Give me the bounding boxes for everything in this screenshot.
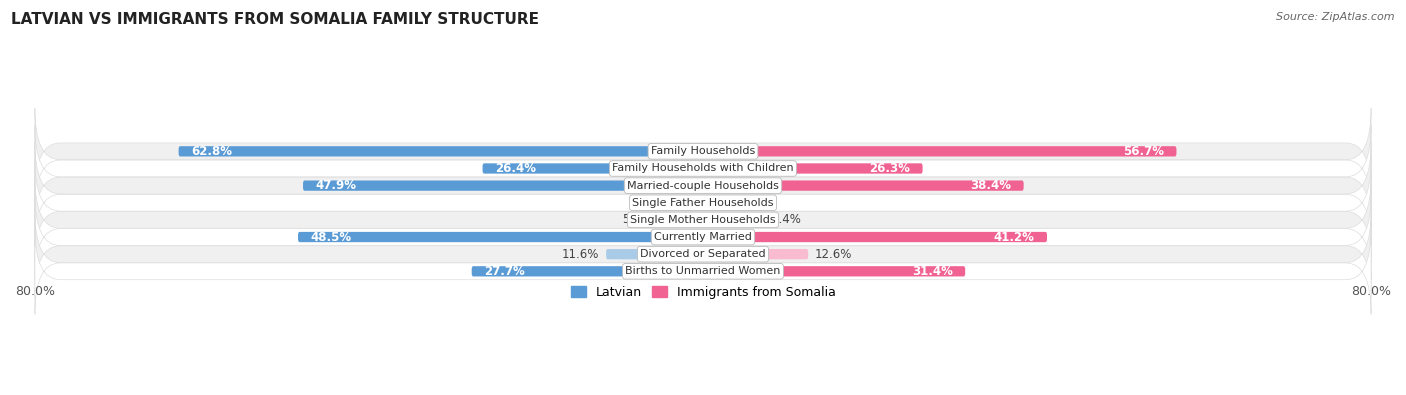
Text: Divorced or Separated: Divorced or Separated xyxy=(640,249,766,259)
Text: 31.4%: 31.4% xyxy=(911,265,953,278)
FancyBboxPatch shape xyxy=(179,146,703,156)
Text: Currently Married: Currently Married xyxy=(654,232,752,242)
FancyBboxPatch shape xyxy=(35,211,1371,297)
Text: 2.0%: 2.0% xyxy=(650,196,679,209)
FancyBboxPatch shape xyxy=(482,164,703,174)
Text: Married-couple Households: Married-couple Households xyxy=(627,181,779,191)
FancyBboxPatch shape xyxy=(606,249,703,259)
Text: Single Mother Households: Single Mother Households xyxy=(630,215,776,225)
FancyBboxPatch shape xyxy=(703,249,808,259)
Text: LATVIAN VS IMMIGRANTS FROM SOMALIA FAMILY STRUCTURE: LATVIAN VS IMMIGRANTS FROM SOMALIA FAMIL… xyxy=(11,12,540,27)
Text: 5.3%: 5.3% xyxy=(623,213,652,226)
FancyBboxPatch shape xyxy=(304,181,703,191)
FancyBboxPatch shape xyxy=(35,108,1371,194)
Text: 7.4%: 7.4% xyxy=(772,213,801,226)
Text: 26.4%: 26.4% xyxy=(495,162,536,175)
Text: Family Households: Family Households xyxy=(651,146,755,156)
FancyBboxPatch shape xyxy=(35,160,1371,246)
FancyBboxPatch shape xyxy=(703,198,724,208)
FancyBboxPatch shape xyxy=(35,177,1371,263)
Text: 26.3%: 26.3% xyxy=(869,162,910,175)
Text: 47.9%: 47.9% xyxy=(315,179,357,192)
FancyBboxPatch shape xyxy=(35,143,1371,229)
Text: 11.6%: 11.6% xyxy=(562,248,599,261)
FancyBboxPatch shape xyxy=(686,198,703,208)
Text: 12.6%: 12.6% xyxy=(815,248,852,261)
FancyBboxPatch shape xyxy=(659,215,703,225)
FancyBboxPatch shape xyxy=(703,164,922,174)
Text: 56.7%: 56.7% xyxy=(1123,145,1164,158)
FancyBboxPatch shape xyxy=(298,232,703,242)
FancyBboxPatch shape xyxy=(703,266,965,276)
FancyBboxPatch shape xyxy=(703,146,1177,156)
FancyBboxPatch shape xyxy=(703,232,1047,242)
FancyBboxPatch shape xyxy=(703,181,1024,191)
Text: Family Households with Children: Family Households with Children xyxy=(612,164,794,173)
Text: Single Father Households: Single Father Households xyxy=(633,198,773,208)
Text: Births to Unmarried Women: Births to Unmarried Women xyxy=(626,266,780,276)
FancyBboxPatch shape xyxy=(35,194,1371,280)
FancyBboxPatch shape xyxy=(703,215,765,225)
FancyBboxPatch shape xyxy=(471,266,703,276)
FancyBboxPatch shape xyxy=(35,126,1371,211)
Text: 48.5%: 48.5% xyxy=(311,231,352,244)
FancyBboxPatch shape xyxy=(35,228,1371,314)
Text: 62.8%: 62.8% xyxy=(191,145,232,158)
Text: 38.4%: 38.4% xyxy=(970,179,1011,192)
Text: Source: ZipAtlas.com: Source: ZipAtlas.com xyxy=(1277,12,1395,22)
Text: 27.7%: 27.7% xyxy=(484,265,524,278)
Legend: Latvian, Immigrants from Somalia: Latvian, Immigrants from Somalia xyxy=(565,281,841,304)
Text: 2.5%: 2.5% xyxy=(731,196,761,209)
Text: 41.2%: 41.2% xyxy=(994,231,1035,244)
